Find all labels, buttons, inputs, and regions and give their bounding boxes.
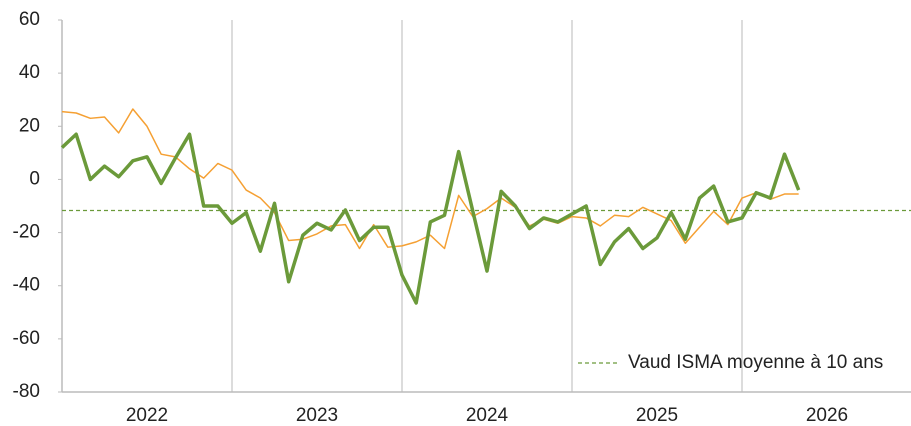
x-tick-label: 2024: [466, 405, 509, 426]
y-tick-label: 0: [29, 168, 40, 189]
y-tick-label: 40: [19, 62, 40, 83]
y-tick-label: -20: [13, 222, 40, 243]
x-tick-label: 2023: [296, 405, 338, 426]
y-tick-label: 60: [19, 9, 40, 30]
y-tick-label: -40: [13, 275, 40, 296]
x-tick-label: 2025: [636, 405, 678, 426]
y-tick-label: -60: [13, 328, 40, 349]
y-tick-label: -80: [13, 381, 40, 402]
x-tick-label: 2026: [806, 405, 848, 426]
y-tick-label: 20: [19, 115, 40, 136]
x-tick-label: 2022: [126, 405, 168, 426]
series-line: [61, 108, 799, 250]
legend-label: Vaud ISMA moyenne à 10 ans: [628, 352, 883, 373]
series-line: [60, 132, 801, 305]
